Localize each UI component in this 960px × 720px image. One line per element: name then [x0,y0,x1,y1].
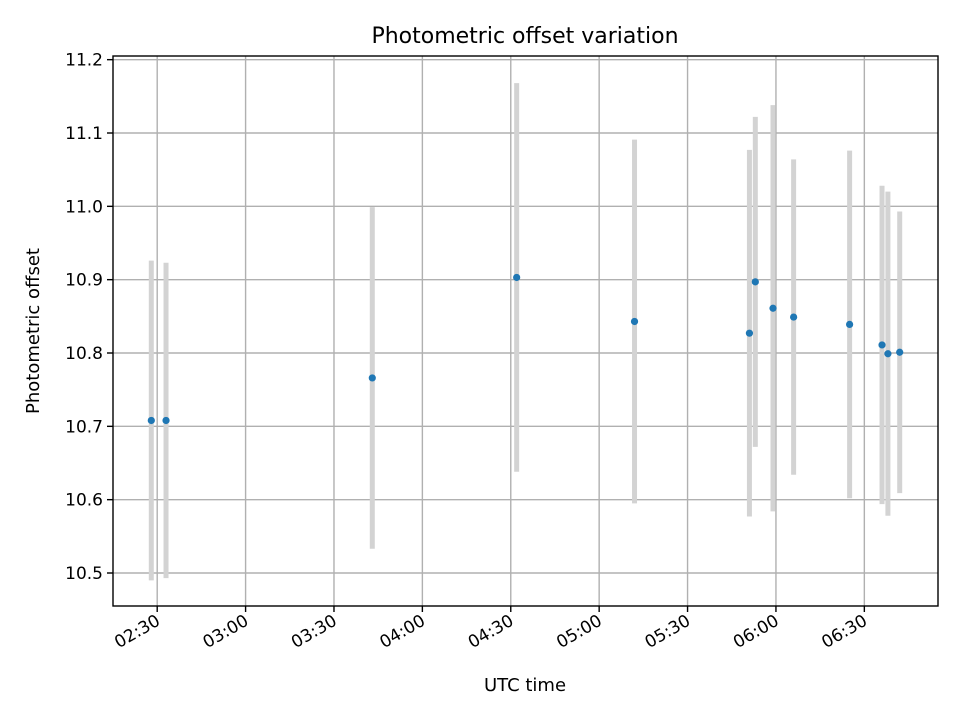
x-tick-label: 06:00 [730,611,782,653]
data-point [751,278,759,286]
y-axis-label: Photometric offset [23,248,44,414]
y-axis-ticks: 10.5 10.6 10.7 10.8 10.9 11.0 11.1 11.2 [65,51,113,584]
data-point [162,416,170,425]
data-point [769,304,777,312]
data-point [745,329,754,337]
x-tick-label: 05:00 [553,611,605,653]
chart-title: Photometric offset variation [371,24,678,49]
data-point [513,273,521,282]
y-tick-label: 11.2 [65,51,103,71]
y-tick-label: 11.0 [65,197,103,217]
data-point [147,416,155,425]
data-point [896,348,904,356]
data-point [790,313,798,321]
x-tick-label: 03:30 [288,611,340,653]
x-tick-label: 05:30 [642,611,694,653]
data-point [368,374,376,382]
data-points [147,273,904,425]
y-tick-label: 10.8 [65,344,103,364]
y-tick-label: 10.9 [65,271,103,291]
data-point [846,320,854,328]
x-tick-label: 04:00 [376,611,428,653]
y-tick-label: 10.5 [65,564,103,584]
x-tick-label: 06:30 [818,611,870,653]
x-tick-label: 02:30 [111,611,163,653]
error-bars [148,83,903,581]
y-tick-label: 10.7 [65,417,103,437]
data-point [630,317,639,326]
x-axis-ticks: 02:30 03:00 03:30 04:00 04:30 05:00 05:30 06:00… [111,606,871,653]
y-tick-label: 11.1 [65,124,103,144]
x-axis-label: UTC time [484,675,566,696]
data-point [884,350,892,358]
x-tick-label: 03:00 [200,611,252,653]
y-tick-label: 10.6 [65,491,103,511]
grid [113,56,938,606]
plot-frame [112,55,939,607]
x-tick-label: 04:30 [465,611,517,653]
data-point [878,341,886,349]
